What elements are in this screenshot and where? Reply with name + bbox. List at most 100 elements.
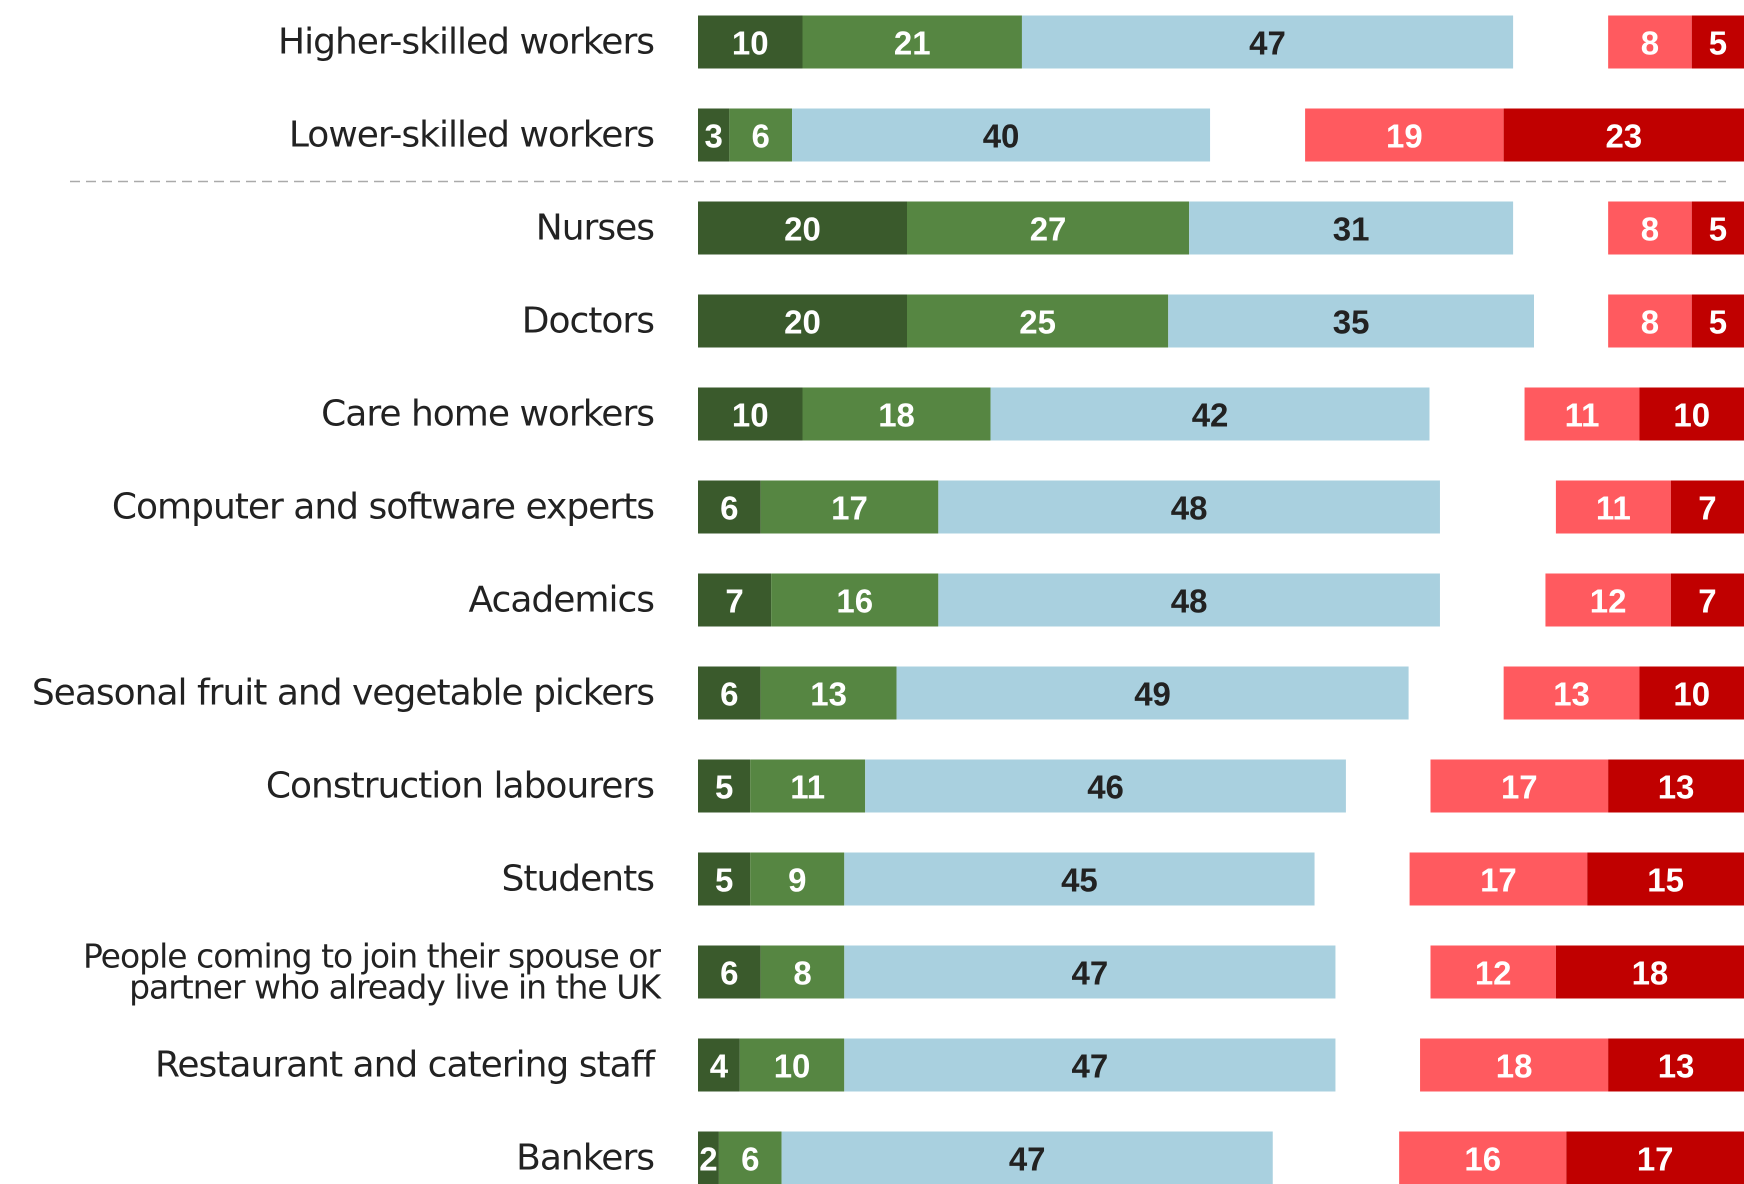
- bar-segment: [698, 1131, 719, 1184]
- category-label: Higher-skilled workers: [278, 21, 655, 63]
- bar-segment: [1566, 1131, 1744, 1184]
- bar-segment: [698, 1038, 740, 1092]
- bar-segment: [1168, 294, 1534, 348]
- value-label: 18: [878, 397, 915, 434]
- value-label: 17: [831, 490, 868, 527]
- value-label: 5: [715, 769, 733, 806]
- bar-segment: [1587, 852, 1744, 906]
- category-label: Bankers: [516, 1137, 655, 1179]
- bar-segment: [698, 15, 803, 69]
- bar-segment: [802, 15, 1022, 69]
- value-label: 5: [1709, 25, 1727, 62]
- bar-segment: [1691, 201, 1744, 255]
- bar-segment: [750, 852, 845, 906]
- bar-segment: [1670, 573, 1744, 627]
- bar-segment: [1305, 108, 1504, 162]
- bar-segment: [907, 294, 1169, 348]
- category-label: Nurses: [535, 207, 655, 249]
- value-label: 10: [1673, 676, 1710, 713]
- value-label: 12: [1590, 583, 1627, 620]
- bar-segment: [1608, 294, 1692, 348]
- value-label: 47: [1072, 1048, 1109, 1085]
- bar-segment: [1524, 387, 1640, 441]
- category-label: People coming to join their spouse or pa…: [82, 936, 661, 1007]
- value-label: 8: [1641, 25, 1659, 62]
- value-label: 6: [720, 490, 738, 527]
- bar-segment: [760, 945, 845, 999]
- value-label: 11: [790, 769, 825, 806]
- bar-segment: [896, 666, 1409, 720]
- bar-segment: [760, 666, 897, 720]
- value-label: 6: [720, 676, 738, 713]
- category-label: Doctors: [521, 300, 655, 342]
- value-label: 10: [732, 25, 769, 62]
- value-label: 10: [732, 397, 769, 434]
- category-label: Lower-skilled workers: [288, 114, 655, 156]
- value-label: 49: [1134, 676, 1171, 713]
- bar-segment: [698, 573, 772, 627]
- value-label: 16: [1464, 1141, 1501, 1178]
- value-label: 5: [1709, 304, 1727, 341]
- bar-segment: [1608, 15, 1692, 69]
- value-label: 8: [793, 955, 811, 992]
- value-label: 6: [752, 118, 770, 155]
- value-label: 27: [1030, 211, 1067, 248]
- value-label: 45: [1061, 862, 1098, 899]
- value-label: 13: [1553, 676, 1590, 713]
- value-label: 20: [784, 304, 821, 341]
- bar-segment: [792, 108, 1211, 162]
- bar-segment: [698, 945, 761, 999]
- bar-segment: [1545, 573, 1671, 627]
- value-label: 16: [836, 583, 873, 620]
- value-label: 48: [1171, 583, 1208, 620]
- bar-segment: [698, 294, 907, 348]
- category-label: Academics: [468, 579, 655, 621]
- value-label: 21: [894, 25, 931, 62]
- value-label: 47: [1009, 1141, 1046, 1178]
- bar-segment: [938, 573, 1440, 627]
- bar-segment: [1670, 480, 1744, 534]
- bar-segment: [1555, 480, 1671, 534]
- bar-segment: [1555, 945, 1744, 999]
- value-label: 47: [1072, 955, 1109, 992]
- value-label: 2: [699, 1141, 717, 1178]
- value-label: 6: [720, 955, 738, 992]
- bar-segment: [1430, 945, 1556, 999]
- value-label: 42: [1192, 397, 1229, 434]
- value-label: 11: [1565, 397, 1600, 434]
- value-label: 17: [1480, 862, 1517, 899]
- value-label: 8: [1641, 304, 1659, 341]
- bar-segment: [1608, 759, 1744, 813]
- value-label: 8: [1641, 211, 1659, 248]
- bar-segment: [990, 387, 1430, 441]
- value-label: 47: [1249, 25, 1286, 62]
- value-label: 46: [1087, 769, 1124, 806]
- bar-segment: [1608, 201, 1692, 255]
- bar-segment: [698, 666, 761, 720]
- value-label: 3: [704, 118, 722, 155]
- value-label: 17: [1637, 1141, 1674, 1178]
- value-label: 31: [1333, 211, 1370, 248]
- bar-segment: [698, 387, 803, 441]
- bar-segment: [1409, 852, 1588, 906]
- bar-segment: [698, 480, 761, 534]
- value-label: 25: [1019, 304, 1056, 341]
- value-label: 13: [810, 676, 847, 713]
- value-label: 5: [1709, 211, 1727, 248]
- value-label: 7: [725, 583, 743, 620]
- value-label: 4: [710, 1048, 729, 1085]
- bar-segment: [907, 201, 1190, 255]
- bar-segment: [739, 1038, 845, 1092]
- bar-segment: [1503, 666, 1640, 720]
- bar-segment: [1021, 15, 1514, 69]
- category-label: Seasonal fruit and vegetable pickers: [31, 672, 655, 714]
- value-label: 6: [741, 1141, 759, 1178]
- bar-segment: [698, 201, 907, 255]
- value-label: 13: [1658, 1048, 1695, 1085]
- bar-segment: [1608, 1038, 1744, 1092]
- bar-segment: [802, 387, 991, 441]
- bar-segment: [1639, 666, 1744, 720]
- value-label: 9: [788, 862, 806, 899]
- bar-segment: [1420, 1038, 1609, 1092]
- bar-segment: [1399, 1131, 1567, 1184]
